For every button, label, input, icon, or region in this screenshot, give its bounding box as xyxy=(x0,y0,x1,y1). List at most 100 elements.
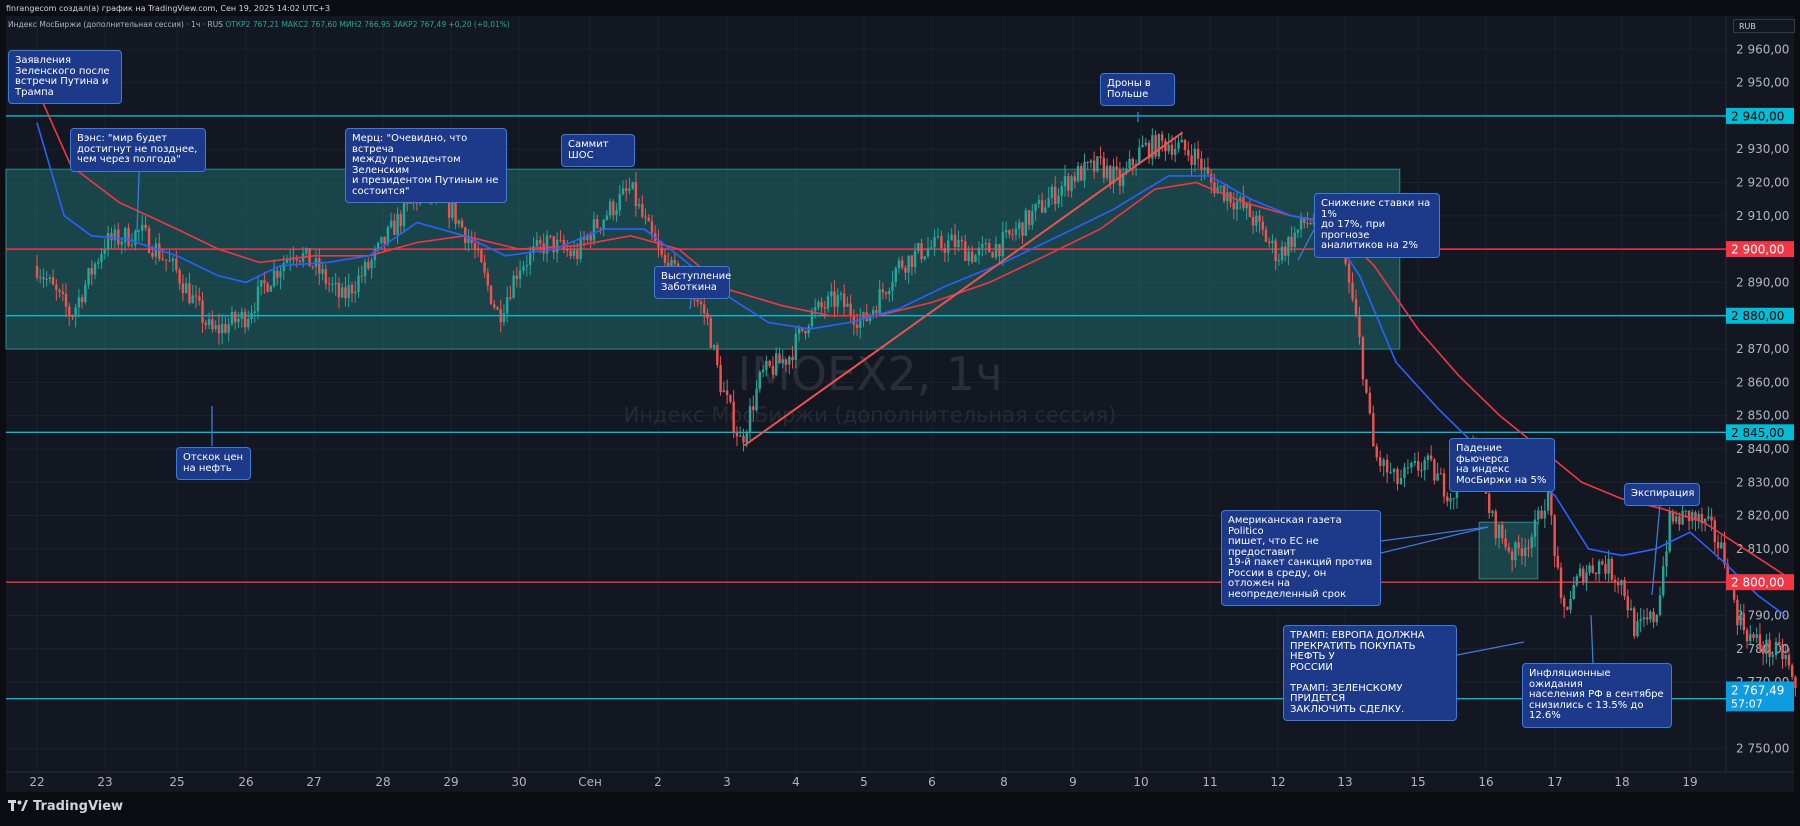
candle-body xyxy=(1572,584,1575,600)
candle-body xyxy=(295,257,298,261)
candle-body xyxy=(1585,572,1588,583)
candle-body xyxy=(977,247,981,255)
candle-body xyxy=(1429,455,1433,460)
candle-body xyxy=(913,251,917,267)
candle-body xyxy=(489,285,493,305)
candle-body xyxy=(1710,516,1713,521)
candle-body xyxy=(1264,229,1268,242)
candle-body xyxy=(1597,561,1601,575)
candle-body xyxy=(1280,246,1284,261)
candle-body xyxy=(1629,608,1633,611)
candle-body xyxy=(970,251,974,262)
candle-body xyxy=(1060,186,1063,196)
candle-body xyxy=(1504,538,1507,548)
note-rate-cut[interactable]: Снижение ставки на 1% до 17%, при прогно… xyxy=(1314,193,1440,258)
candle-body xyxy=(406,202,409,204)
candle-body xyxy=(1703,518,1707,524)
candle-body xyxy=(130,244,134,246)
candle-body xyxy=(1645,617,1649,620)
candle-body xyxy=(1778,642,1781,645)
candle-body xyxy=(1296,229,1300,233)
candle-body xyxy=(55,284,58,290)
candle-body xyxy=(110,233,113,241)
y-tick-label: 2 850,00 xyxy=(1736,409,1789,423)
candle-body xyxy=(1112,166,1115,184)
candle-body xyxy=(272,270,276,287)
candle-body xyxy=(1739,613,1742,626)
candle-body xyxy=(1713,520,1717,543)
candle-body xyxy=(311,266,314,268)
x-tick-label: 2 xyxy=(654,775,662,789)
note-vance[interactable]: Вэнс: "мир будет достигнут не позднее, ч… xyxy=(70,128,206,172)
candle-body xyxy=(276,270,279,278)
level-price-label: 2 845,00 xyxy=(1731,426,1784,440)
candle-body xyxy=(1209,173,1213,183)
candle-body xyxy=(1306,223,1309,225)
note-politico[interactable]: Американская газета Politico пишет, что … xyxy=(1221,510,1381,606)
candle-body xyxy=(706,313,709,319)
candle-body xyxy=(1213,182,1216,194)
candle-body xyxy=(240,311,243,319)
y-tick-label: 2 840,00 xyxy=(1736,442,1789,456)
candle-body xyxy=(1658,595,1662,615)
note-sco-summit[interactable]: Саммит ШОС xyxy=(561,134,635,167)
candle-body xyxy=(650,221,654,234)
candle-body xyxy=(998,244,1001,257)
candle-body xyxy=(984,243,987,245)
candle-body xyxy=(1726,564,1729,584)
candle-body xyxy=(1057,195,1060,204)
candle-body xyxy=(1550,480,1553,516)
candle-body xyxy=(84,284,87,303)
candle-body xyxy=(61,291,64,294)
note-zabotkin[interactable]: Выступление Заботкина xyxy=(654,266,731,299)
tradingview-logo-icon xyxy=(8,800,28,811)
candle-body xyxy=(712,345,716,348)
candle-body xyxy=(1433,459,1436,481)
x-tick-label: 10 xyxy=(1133,775,1148,789)
candle-body xyxy=(628,188,631,191)
candle-body xyxy=(1623,580,1626,597)
candle-body xyxy=(833,291,836,307)
note-drones-poland[interactable]: Дроны в Польше xyxy=(1100,73,1175,106)
candle-body xyxy=(93,263,97,275)
candle-body xyxy=(1517,542,1520,549)
x-tick-label: 16 xyxy=(1478,775,1493,789)
candle-body xyxy=(735,432,739,437)
candle-body xyxy=(1183,139,1187,150)
candle-body xyxy=(1177,142,1180,149)
candle-body xyxy=(1613,579,1617,583)
candle-body xyxy=(535,240,539,247)
candle-body xyxy=(725,390,729,396)
candle-body xyxy=(402,202,406,227)
note-trump[interactable]: ТРАМП: ЕВРОПА ДОЛЖНА ПРЕКРАТИТЬ ПОКУПАТЬ… xyxy=(1283,625,1457,721)
note-expiration[interactable]: Экспирация xyxy=(1624,483,1700,506)
candle-body xyxy=(1040,200,1044,213)
candle-body xyxy=(1004,230,1008,233)
note-futures-drop[interactable]: Падение фьючерса на индекс МосБиржи на 5… xyxy=(1449,438,1555,492)
candle-body xyxy=(1413,461,1417,463)
candle-body xyxy=(615,210,618,216)
note-inflation-expectations[interactable]: Инфляционные ожидания населения РФ в сен… xyxy=(1522,663,1672,728)
note-oil-rebound[interactable]: Отскок цен на нефть xyxy=(176,447,251,480)
candle-body xyxy=(1559,567,1563,599)
candle-body xyxy=(673,260,677,264)
candle-body xyxy=(1636,621,1639,637)
note-zelensky-statements[interactable]: Заявления Зеленского после встречи Путин… xyxy=(8,50,122,104)
candle-body xyxy=(1190,155,1193,165)
candle-body xyxy=(211,319,214,330)
candle-body xyxy=(1449,498,1452,502)
candle-body xyxy=(1723,542,1726,565)
candle-body xyxy=(1144,142,1147,145)
currency-selector[interactable]: RUB xyxy=(1733,19,1795,33)
candle-body xyxy=(1537,510,1540,520)
candle-body xyxy=(920,243,923,260)
candle-body xyxy=(347,284,350,299)
candle-body xyxy=(994,244,998,258)
candle-body xyxy=(625,188,628,191)
candle-body xyxy=(1642,617,1646,620)
candle-body xyxy=(1258,215,1261,222)
y-tick-label: 2 860,00 xyxy=(1736,375,1789,389)
candle-body xyxy=(1588,565,1591,573)
note-merz[interactable]: Мерц: "Очевидно, что встреча между прези… xyxy=(345,128,507,203)
x-tick-label: 26 xyxy=(238,775,253,789)
